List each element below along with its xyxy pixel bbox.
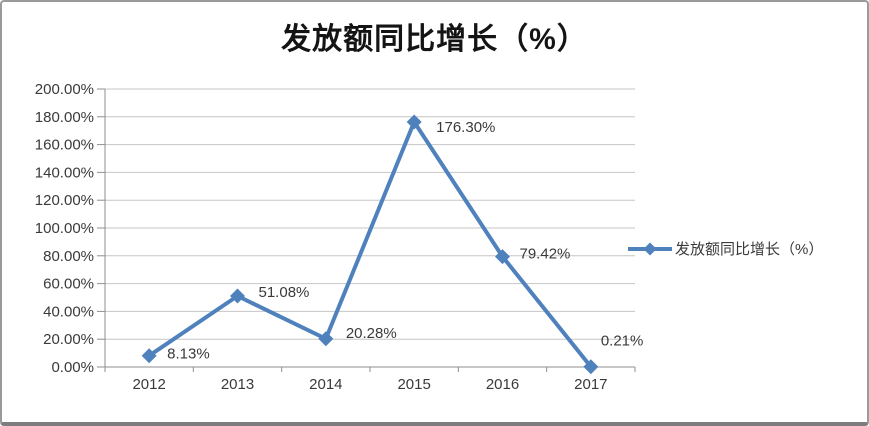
data-point-marker[interactable]: [495, 249, 510, 265]
y-axis-tick-label: 80.00%: [43, 248, 94, 265]
y-axis-tick-label: 160.00%: [35, 137, 94, 154]
y-axis-tick-label: 120.00%: [35, 192, 94, 209]
y-axis-tick-label: 140.00%: [35, 164, 94, 181]
data-point-marker[interactable]: [141, 348, 157, 364]
legend[interactable]: 发放额同比增长（%）: [628, 238, 823, 259]
y-axis-tick-label: 0.00%: [51, 359, 94, 376]
data-label: 51.08%: [259, 284, 310, 301]
data-label: 8.13%: [167, 346, 210, 363]
legend-label: 发放额同比增长（%）: [675, 241, 824, 258]
data-point-marker[interactable]: [406, 114, 422, 130]
y-axis-tick-label: 200.00%: [35, 81, 94, 98]
data-point-marker[interactable]: [318, 331, 334, 347]
data-label: 79.42%: [520, 246, 571, 263]
series-line: [148, 117, 593, 368]
x-axis-tick-label: 2014: [309, 376, 342, 393]
x-axis-tick-label: 2013: [221, 376, 254, 393]
data-point-marker[interactable]: [230, 288, 245, 304]
y-axis-tick-label: 100.00%: [35, 220, 94, 237]
data-label: 0.21%: [601, 333, 644, 350]
chart-title: 发放额同比增长（%）: [281, 23, 588, 56]
y-axis-tick-label: 20.00%: [43, 331, 94, 348]
data-label: 176.30%: [436, 119, 495, 136]
x-axis-tick-label: 2015: [397, 376, 430, 393]
x-axis-tick-label: 2017: [574, 376, 607, 393]
y-axis-tick-label: 60.00%: [43, 276, 94, 293]
data-label: 20.28%: [346, 325, 397, 342]
x-axis-tick-label: 2012: [132, 376, 165, 393]
legend-line-marker-icon: [628, 242, 672, 255]
data-point-marker[interactable]: [583, 359, 599, 375]
y-axis-tick-label: 40.00%: [43, 303, 94, 320]
x-axis-tick-label: 2016: [486, 376, 519, 393]
y-axis-tick-label: 180.00%: [35, 109, 94, 126]
